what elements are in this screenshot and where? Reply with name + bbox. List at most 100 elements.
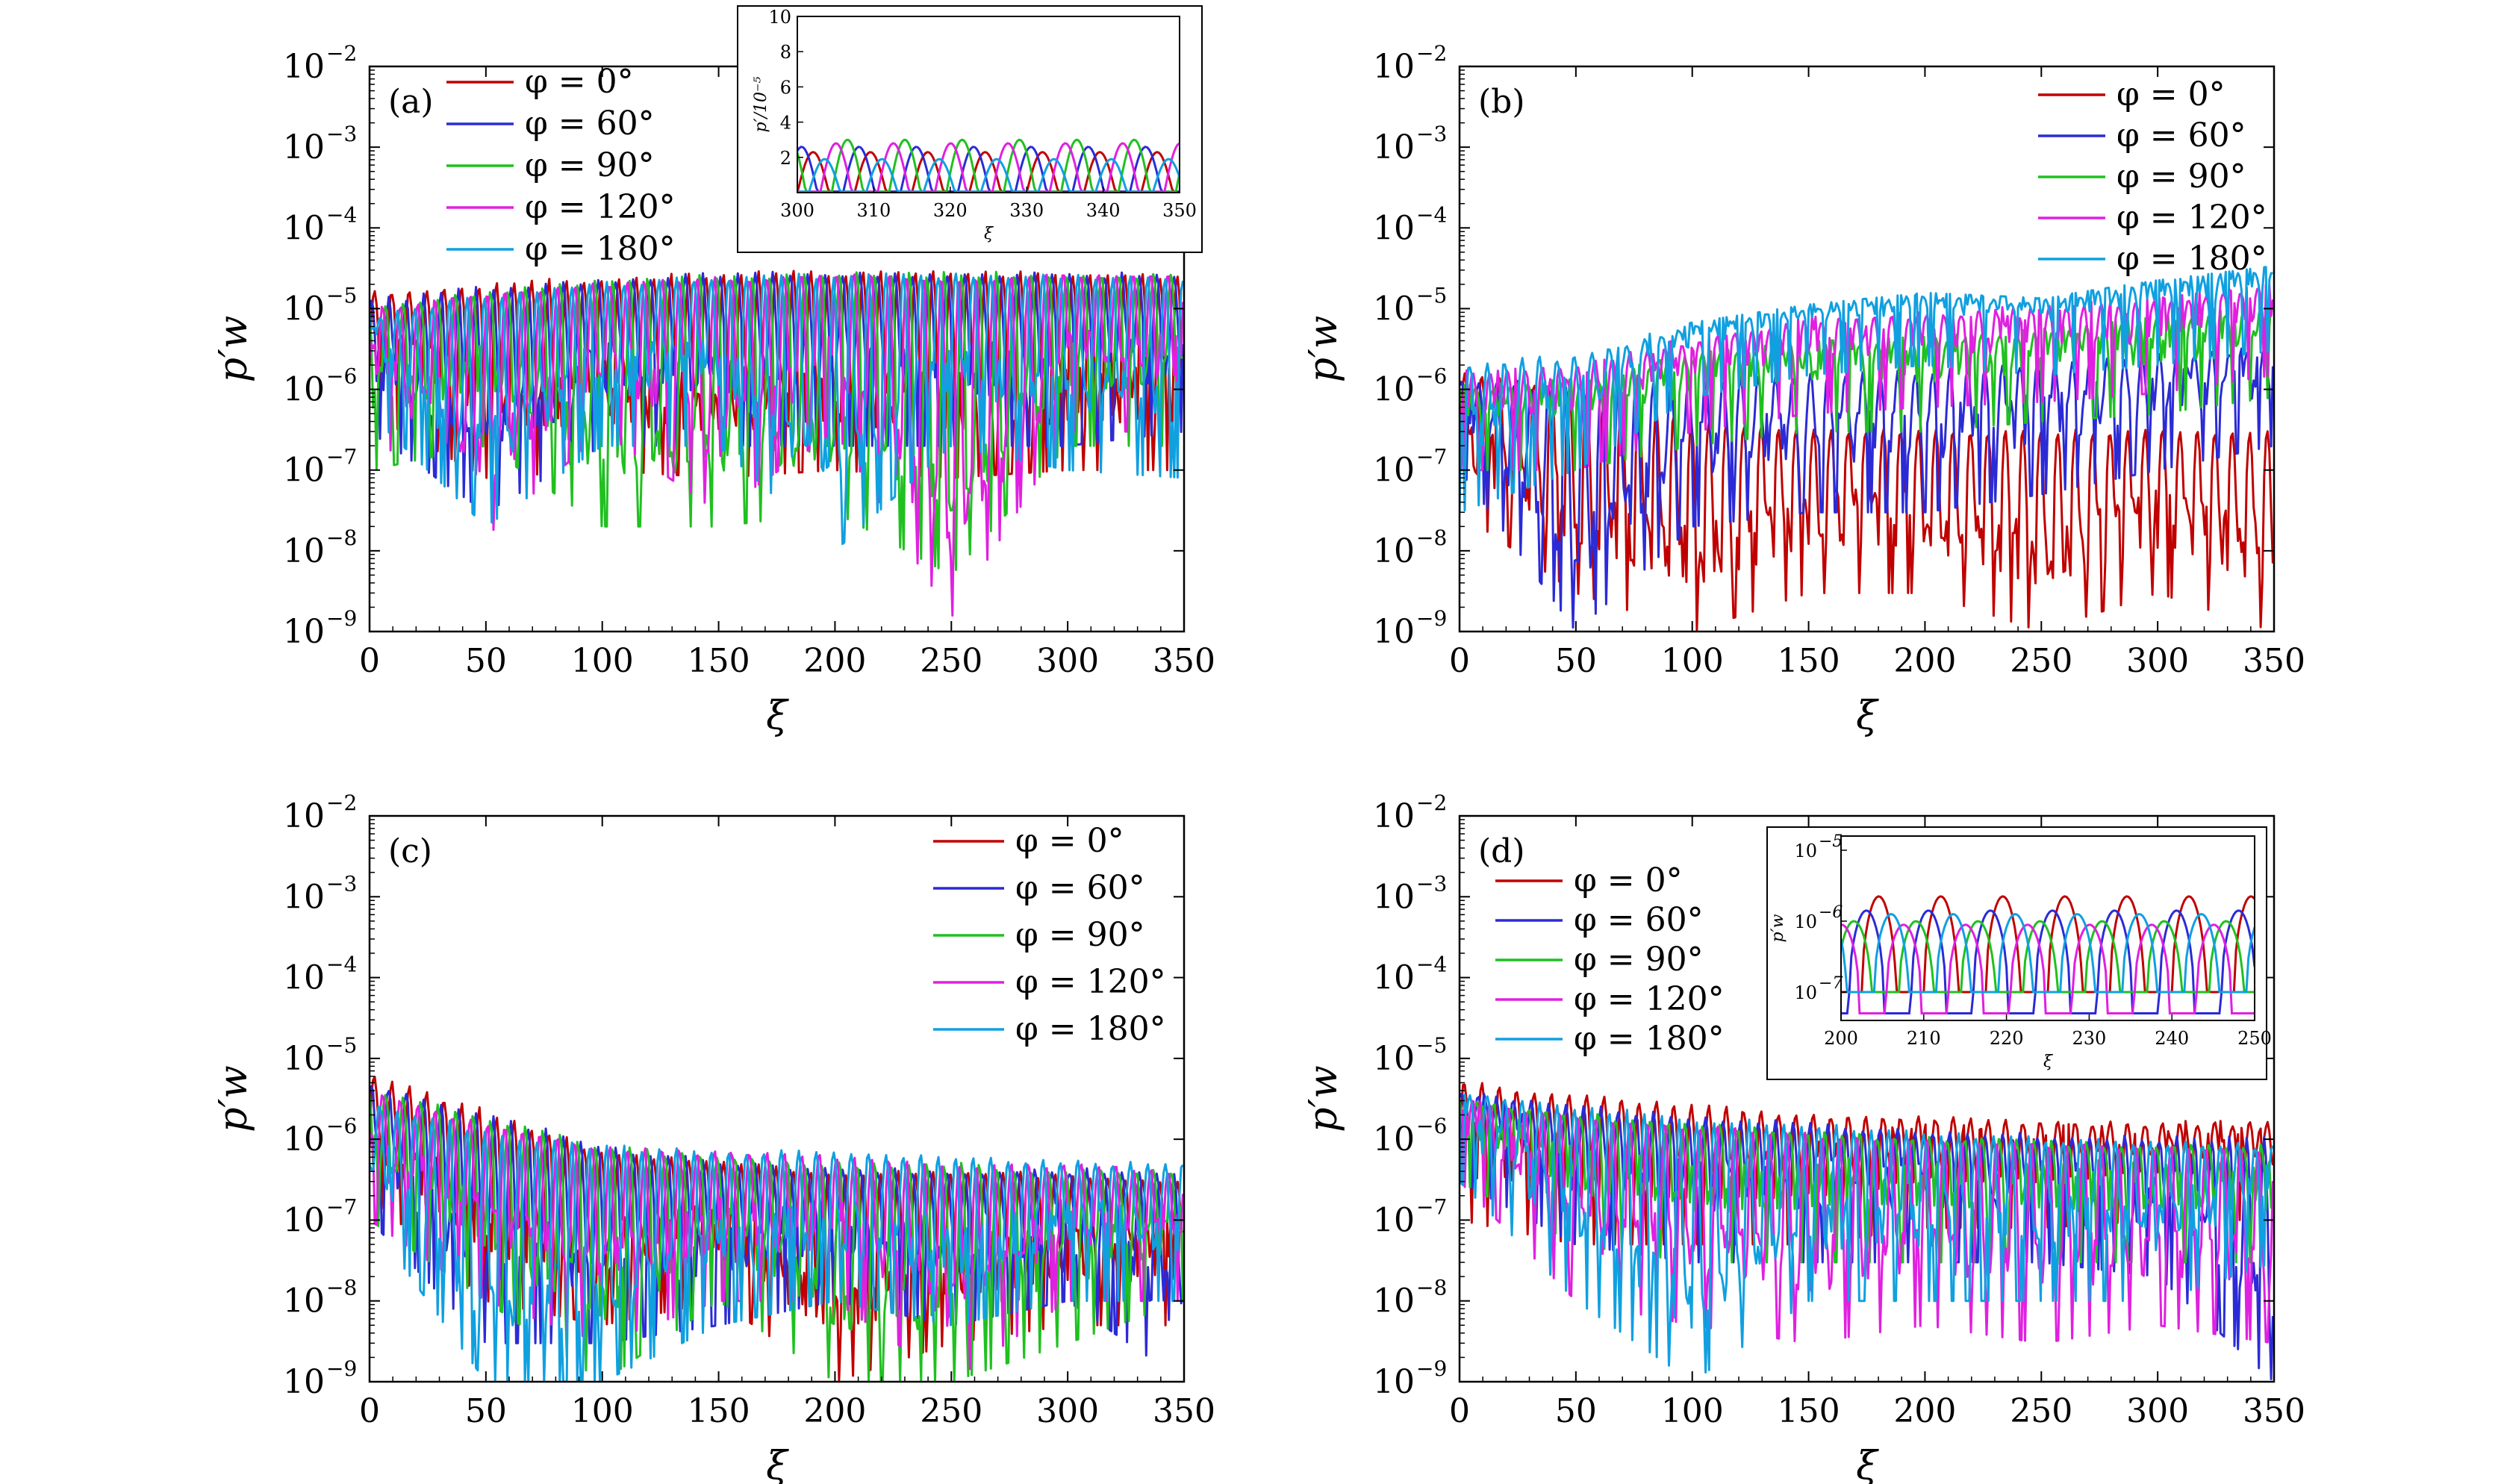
y-tick-base: 10 (1373, 290, 1415, 328)
y-tick-label: 10 −5 (283, 283, 357, 328)
legend-entry: φ = 180° (1574, 1020, 1725, 1058)
y-tick-exp: −4 (326, 202, 357, 227)
y-tick-exp: −7 (1416, 445, 1447, 470)
y-tick-base: 10 (1373, 209, 1415, 247)
y-tick-label: 10 −3 (1373, 122, 1447, 166)
y-tick-base: 10 (283, 878, 325, 916)
inset-series-line (1841, 923, 2255, 1014)
legend-entry: φ = 60° (1015, 869, 1145, 907)
y-tick-exp: −7 (326, 1194, 357, 1219)
x-axis-label: ξ (766, 1444, 789, 1484)
x-tick-label: 150 (1778, 642, 1840, 680)
inset-series-line (1841, 920, 2255, 994)
y-tick-base: 10 (283, 209, 325, 247)
y-tick-label: 10 −9 (283, 606, 357, 651)
panel-label: (b) (1478, 83, 1525, 121)
legend-entry: φ = 60° (2117, 116, 2246, 155)
y-axis-label: p′w (1301, 1065, 1346, 1132)
y-tick-exp: −9 (326, 606, 357, 631)
x-axis-label: ξ (766, 693, 789, 738)
y-tick-base: 10 (283, 1282, 325, 1321)
y-tick-base: 10 (283, 1201, 325, 1239)
x-tick-label: 0 (1449, 642, 1470, 680)
legend-entry: φ = 60° (525, 105, 655, 143)
x-tick-label: 50 (1555, 1392, 1597, 1430)
x-tick-label: 0 (359, 642, 380, 680)
y-tick-base: 10 (1373, 797, 1415, 835)
y-tick-exp: −9 (1416, 606, 1447, 631)
series-line-3 (370, 273, 1184, 617)
y-tick-label: 10 −7 (1373, 1194, 1447, 1239)
x-tick-label: 150 (1778, 1392, 1840, 1430)
y-tick-base: 10 (283, 1040, 325, 1078)
x-tick-label: 250 (2010, 642, 2072, 680)
inset-series-group (797, 138, 1180, 193)
inset-x-axis-label: ξ (2043, 1053, 2054, 1071)
y-tick-exp: −7 (1416, 1194, 1447, 1219)
inset-x-tick-label: 240 (2155, 1028, 2189, 1049)
y-tick-label: 10 −4 (283, 202, 357, 247)
x-tick-label: 50 (465, 1392, 507, 1430)
legend-entry: φ = 180° (1015, 1010, 1166, 1048)
x-axis-label: ξ (1856, 1444, 1879, 1484)
y-tick-base: 10 (1373, 1120, 1415, 1159)
series-group (1460, 1082, 2274, 1380)
legend-entry: φ = 120° (1015, 963, 1166, 1001)
inset-y-tick-label: 10 −6 (1794, 903, 1843, 932)
y-tick-base: 10 (283, 959, 325, 997)
legend: φ = 0°φ = 60°φ = 90°φ = 120°φ = 180° (2038, 75, 2267, 278)
panel-label: (a) (388, 83, 434, 121)
y-tick-label: 10 −5 (1373, 1033, 1447, 1078)
y-tick-exp: −6 (326, 364, 357, 389)
y-tick-label: 10 −7 (283, 1194, 357, 1239)
inset-x-tick-label: 320 (933, 200, 968, 221)
y-tick-base: 10 (1373, 128, 1415, 166)
y-tick-exp: −8 (1416, 1276, 1447, 1300)
y-tick-label: 10 −6 (1373, 364, 1447, 409)
inset-y-tick-label: 2 (780, 148, 791, 169)
y-tick-label: 10 −3 (283, 871, 357, 916)
y-tick-exp: −6 (326, 1114, 357, 1138)
y-tick-exp: −5 (326, 1033, 357, 1058)
inset-y-tick-label: 6 (780, 77, 791, 98)
y-tick-base: 10 (1373, 878, 1415, 916)
y-tick-label: 10 −7 (283, 445, 357, 490)
y-tick-label: 10 −5 (283, 1033, 357, 1078)
inset-x-tick-label: 200 (1824, 1028, 1858, 1049)
legend-entry: φ = 180° (2117, 240, 2267, 278)
inset-y-tick-label: 10 (768, 7, 791, 28)
inset-x-tick-label: 340 (1086, 200, 1121, 221)
inset-y-tick-exp: −7 (1819, 974, 1843, 993)
y-tick-base: 10 (283, 128, 325, 166)
legend-entry: φ = 60° (1574, 901, 1704, 939)
y-tick-exp: −2 (1416, 41, 1447, 66)
inset-plot-frame (797, 16, 1180, 193)
y-tick-base: 10 (1373, 452, 1415, 490)
inset-y-tick-label: 10 −5 (1794, 832, 1843, 861)
x-axis-label: ξ (1856, 693, 1879, 738)
y-tick-base: 10 (283, 1363, 325, 1401)
series-line-4 (370, 272, 1184, 546)
x-tick-label: 0 (359, 1392, 380, 1430)
y-tick-label: 10 −8 (1373, 1276, 1447, 1321)
series-line-4 (370, 1106, 1184, 1382)
y-tick-exp: −5 (1416, 1033, 1447, 1058)
y-tick-exp: −3 (1416, 122, 1447, 146)
x-tick-label: 250 (920, 1392, 982, 1430)
inset-series-line (797, 158, 1180, 193)
inset-x-tick-label: 350 (1162, 200, 1197, 221)
x-tick-label: 300 (2126, 642, 2189, 680)
legend-entry: φ = 0° (525, 63, 634, 101)
x-tick-label: 350 (1153, 1392, 1215, 1430)
legend: φ = 0°φ = 60°φ = 90°φ = 120°φ = 180° (933, 822, 1166, 1048)
x-tick-label: 250 (2010, 1392, 2072, 1430)
x-tick-label: 50 (1555, 642, 1597, 680)
y-tick-exp: −3 (326, 122, 357, 146)
y-tick-base: 10 (283, 48, 325, 86)
inset-y-tick-label: 8 (780, 42, 791, 63)
y-tick-exp: −4 (1416, 953, 1447, 977)
series-group (370, 269, 1184, 617)
y-tick-label: 10 −9 (1373, 1356, 1447, 1401)
